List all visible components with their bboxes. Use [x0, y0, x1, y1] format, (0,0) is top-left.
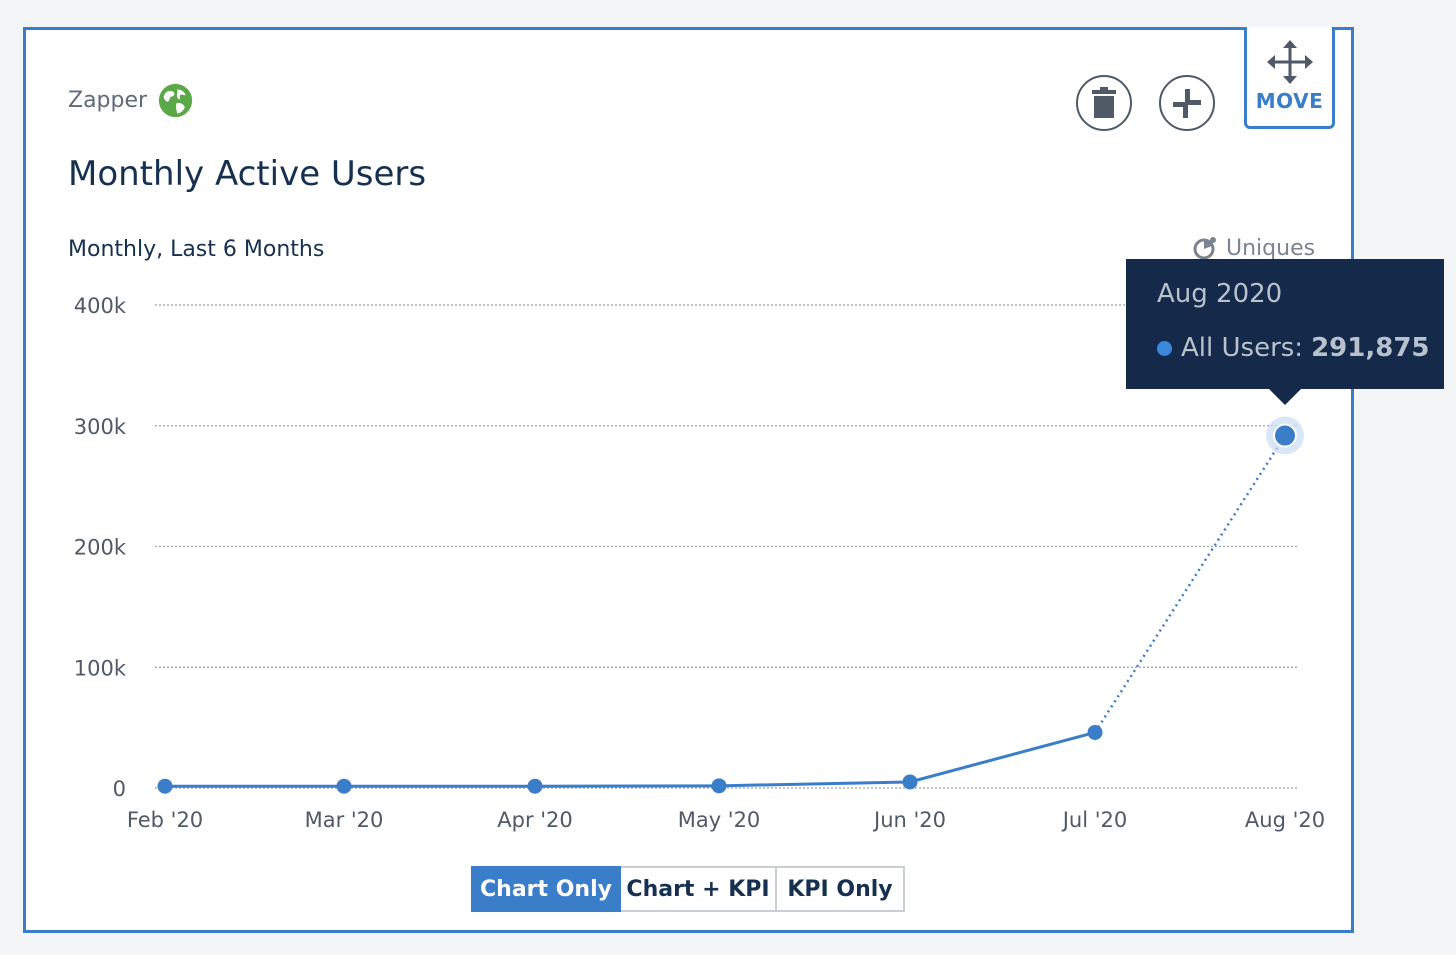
move-handle[interactable]: MOVE	[1244, 27, 1335, 129]
tooltip-series-label: All Users:	[1181, 333, 1304, 363]
data-point[interactable]	[1087, 724, 1103, 740]
metric-label: Uniques	[1226, 235, 1316, 261]
data-point[interactable]	[527, 778, 543, 794]
series-line-projected	[1093, 434, 1287, 734]
x-tick-label: Apr '20	[497, 808, 573, 832]
data-point[interactable]	[336, 778, 352, 794]
data-point[interactable]	[711, 778, 727, 794]
y-tick-label: 100k	[74, 656, 127, 680]
uniques-icon	[1193, 237, 1216, 260]
chart-title: Monthly Active Users	[68, 154, 427, 194]
trash-icon	[1092, 87, 1116, 118]
series-dot-icon	[1157, 340, 1172, 356]
tooltip-row: All Users: 291,875	[1157, 333, 1444, 363]
y-tick-label: 300k	[74, 415, 127, 439]
series-points	[157, 416, 1304, 794]
tooltip-value: 291,875	[1311, 333, 1430, 363]
x-tick-label: Feb '20	[127, 808, 203, 832]
resize-button[interactable]	[1159, 75, 1215, 131]
data-point[interactable]	[902, 774, 918, 790]
view-toggle-group: Chart Only Chart + KPI KPI Only	[471, 866, 905, 912]
toggle-chart-kpi[interactable]: Chart + KPI	[621, 866, 777, 912]
series-line	[165, 434, 1287, 788]
x-axis-ticks: Feb '20 Mar '20 Apr '20 May '20 Jun '20 Jul '…	[127, 808, 1325, 832]
x-tick-label: May '20	[678, 808, 761, 832]
y-tick-label: 400k	[74, 294, 127, 318]
resize-icon	[1173, 89, 1201, 118]
x-tick-label: Mar '20	[305, 808, 384, 832]
project-row: Zapper	[68, 82, 194, 119]
toggle-kpi-only[interactable]: KPI Only	[777, 866, 905, 912]
toggle-chart-only[interactable]: Chart Only	[471, 866, 621, 912]
data-point[interactable]	[1273, 423, 1297, 448]
delete-button[interactable]	[1076, 75, 1132, 131]
data-tooltip: Aug 2020 All Users: 291,875	[1126, 259, 1444, 389]
chart-subtitle: Monthly, Last 6 Months	[68, 237, 325, 262]
series-line-solid	[165, 731, 1096, 788]
tooltip-title: Aug 2020	[1157, 279, 1283, 309]
y-tick-label: 200k	[74, 536, 127, 560]
project-name[interactable]: Zapper	[68, 88, 148, 113]
x-tick-label: Jun '20	[872, 808, 946, 832]
x-tick-label: Jul '20	[1061, 808, 1128, 832]
y-tick-label: 0	[113, 777, 126, 801]
y-axis-ticks: 0 100k 200k 300k 400k	[74, 294, 127, 801]
globe-icon	[158, 83, 193, 118]
tooltip-arrow	[1268, 388, 1302, 405]
grid-lines	[155, 304, 1298, 789]
x-tick-label: Aug '20	[1245, 808, 1325, 832]
metric-selector[interactable]: Uniques	[1192, 235, 1315, 261]
move-arrows-icon	[1266, 40, 1313, 84]
move-label: MOVE	[1255, 89, 1324, 113]
data-point[interactable]	[157, 778, 173, 794]
chart-card: Zapper Monthly Active Users Monthly, Las…	[23, 27, 1354, 933]
